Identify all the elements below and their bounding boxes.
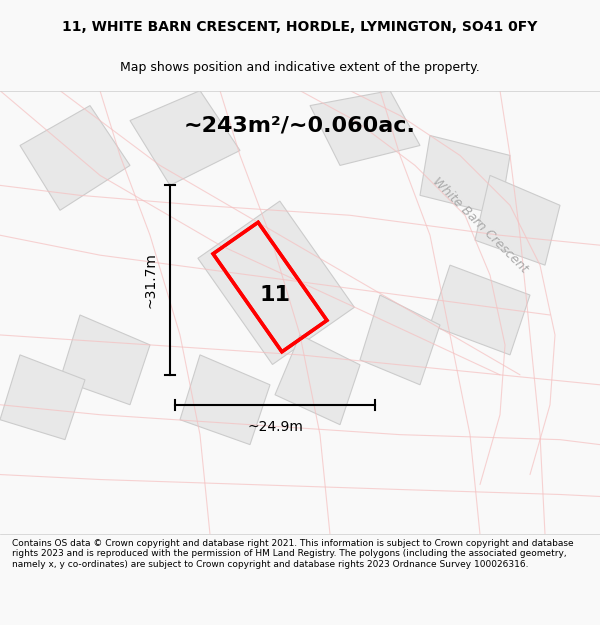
Text: 11: 11 (260, 285, 290, 305)
Polygon shape (420, 136, 510, 215)
Text: White Barn Crescent: White Barn Crescent (430, 175, 530, 276)
Polygon shape (275, 335, 360, 424)
Text: ~24.9m: ~24.9m (247, 420, 303, 434)
Text: Contains OS data © Crown copyright and database right 2021. This information is : Contains OS data © Crown copyright and d… (12, 539, 574, 569)
Polygon shape (130, 91, 240, 186)
Polygon shape (430, 265, 530, 355)
Text: ~243m²/~0.060ac.: ~243m²/~0.060ac. (184, 116, 416, 136)
Polygon shape (180, 355, 270, 444)
Polygon shape (20, 106, 130, 210)
Polygon shape (360, 295, 440, 385)
Text: ~31.7m: ~31.7m (144, 252, 158, 308)
Polygon shape (475, 176, 560, 265)
Text: 11, WHITE BARN CRESCENT, HORDLE, LYMINGTON, SO41 0FY: 11, WHITE BARN CRESCENT, HORDLE, LYMINGT… (62, 20, 538, 34)
Polygon shape (310, 91, 420, 166)
Polygon shape (198, 201, 355, 364)
Polygon shape (0, 355, 85, 439)
Polygon shape (60, 315, 150, 405)
Text: Map shows position and indicative extent of the property.: Map shows position and indicative extent… (120, 61, 480, 74)
